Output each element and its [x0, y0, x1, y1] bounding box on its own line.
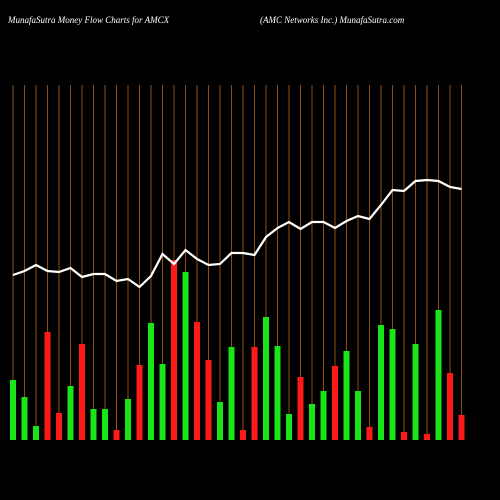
bar: [378, 325, 384, 440]
bar: [320, 391, 327, 440]
bar: [412, 344, 419, 440]
bar: [33, 426, 39, 440]
bar: [286, 414, 292, 440]
bar: [90, 409, 97, 440]
bar: [182, 272, 189, 440]
bar: [401, 432, 407, 440]
bar: [79, 344, 85, 440]
bar: [148, 323, 154, 440]
bar: [10, 380, 16, 440]
bar: [458, 415, 465, 440]
bar: [102, 409, 108, 440]
bar: [217, 402, 223, 440]
bar: [263, 317, 269, 440]
bar: [21, 397, 28, 440]
bar: [274, 346, 281, 440]
bar: [332, 366, 338, 440]
bar: [355, 391, 361, 440]
bar: [309, 404, 315, 440]
bar: [159, 364, 166, 440]
bar: [205, 360, 212, 440]
bar: [366, 427, 373, 440]
bar: [297, 377, 304, 440]
bar: [67, 386, 74, 440]
bar: [194, 322, 200, 440]
bar: [251, 347, 258, 440]
bar: [447, 373, 453, 440]
bar: [435, 310, 442, 440]
chart-title: MunafaSutra Money Flow Charts for AMCX: [7, 15, 170, 25]
chart-subtitle: (AMC Networks Inc.) MunafaSutra.com: [260, 15, 405, 25]
money-flow-line: [12, 178, 462, 289]
bar: [56, 413, 62, 440]
bar: [424, 434, 430, 440]
bar: [113, 430, 120, 440]
bar: [228, 347, 235, 440]
bar: [125, 399, 131, 440]
bar: [136, 365, 143, 440]
bar: [343, 351, 350, 440]
bar: [44, 332, 51, 440]
bar: [389, 329, 396, 440]
bar: [171, 260, 177, 440]
bar: [240, 430, 246, 440]
